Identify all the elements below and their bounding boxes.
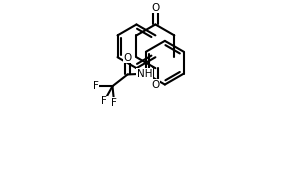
Text: F: F [111, 98, 117, 108]
Text: O: O [124, 53, 132, 63]
Text: NH: NH [137, 69, 152, 79]
Text: O: O [151, 80, 160, 90]
Text: F: F [93, 81, 99, 91]
Text: O: O [151, 3, 160, 13]
Text: F: F [101, 96, 107, 106]
